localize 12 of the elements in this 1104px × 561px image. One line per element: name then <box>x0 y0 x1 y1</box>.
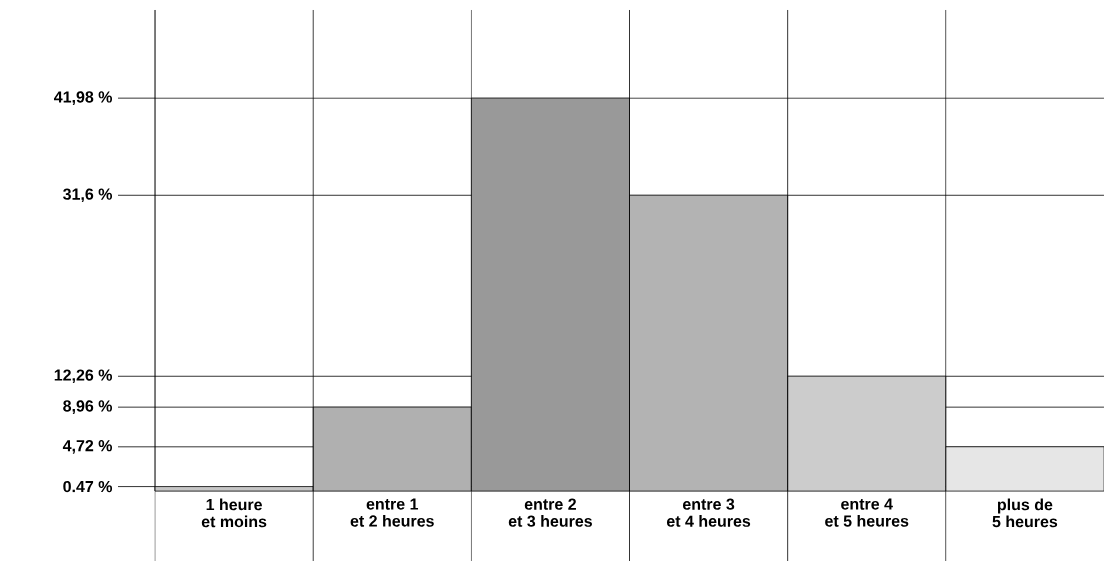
x-tick-label: entre 2 et 3 heures <box>508 498 592 527</box>
y-tick-label: 4,72 % <box>62 440 113 454</box>
x-tick-label: entre 1 et 2 heures <box>350 498 434 527</box>
y-tick-label: 8,96 % <box>63 400 113 414</box>
y-tick-label: 0.47 % <box>63 480 113 493</box>
x-tick-label: 1 heure et moins <box>201 498 267 528</box>
x-tick-label: plus de 5 heures <box>992 498 1058 528</box>
x-tick-label: entre 3 et 4 heures <box>666 498 751 527</box>
x-tick-label: entre 4 et 5 heures <box>825 498 909 527</box>
y-tick-label: 41,98 % <box>53 91 113 105</box>
y-tick-label: 31,6 % <box>63 188 113 203</box>
y-tick-label: 12,26 % <box>54 369 113 384</box>
